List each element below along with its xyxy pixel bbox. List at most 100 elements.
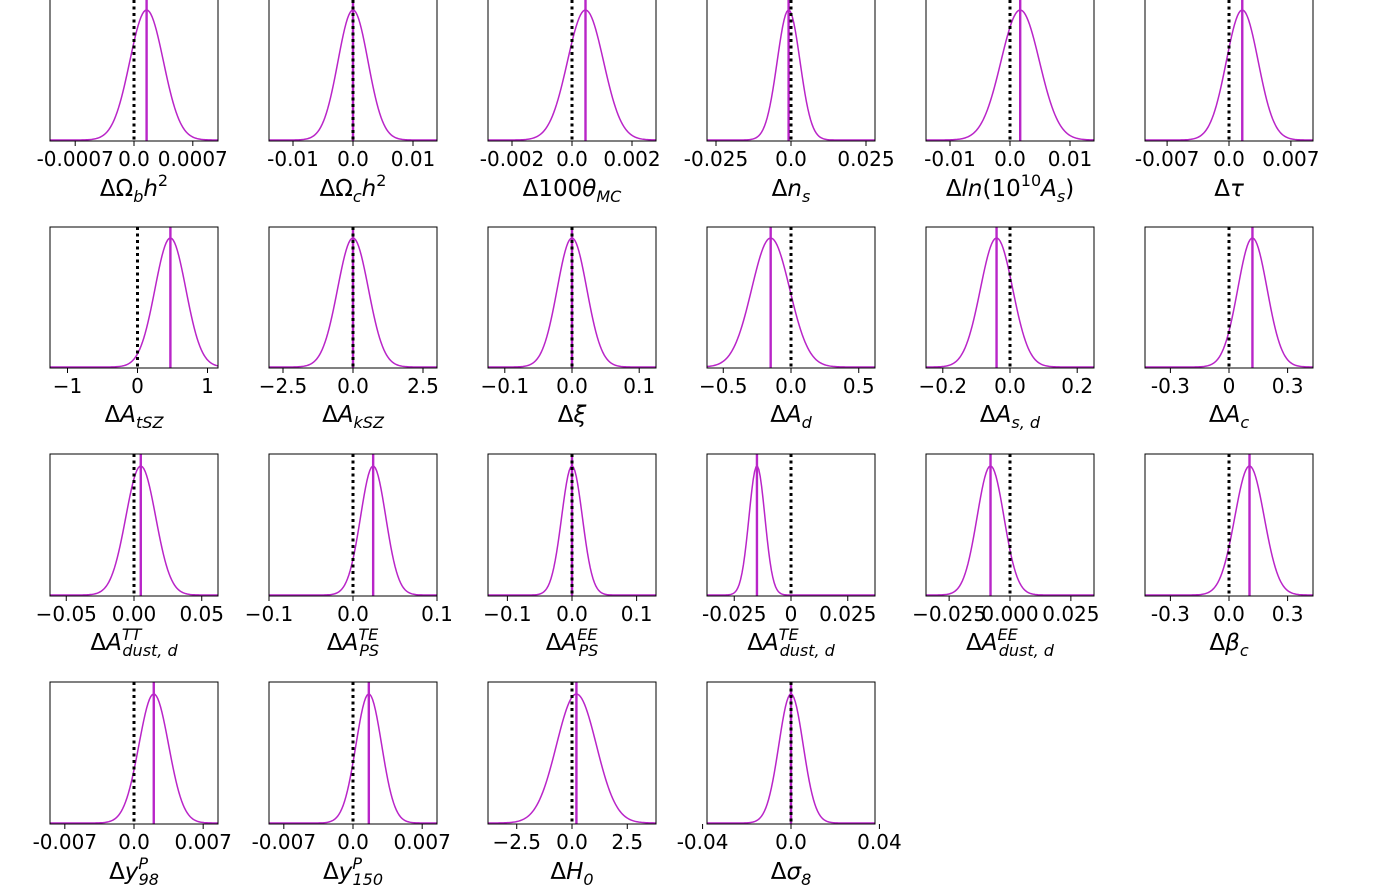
tick-label: 0 <box>785 602 798 626</box>
posterior-curve <box>488 693 656 824</box>
param-label: ΔAkSZ​ <box>322 402 385 432</box>
tick-label: 0 <box>131 374 144 398</box>
posterior-curve <box>50 9 218 141</box>
param-label: ΔAc​ <box>1209 402 1249 432</box>
param-label: Δln(1010​As​) <box>946 171 1074 206</box>
param-label: ΔΩb​h2​ <box>100 171 168 206</box>
tick-label: 0.0 <box>118 147 150 171</box>
subplot-21: −2.5 0.0 2.5 ΔH0​ <box>487 681 657 889</box>
param-label: ΔAd​ <box>770 402 812 432</box>
tick-label: −0.05 <box>36 602 97 626</box>
axes-frame <box>49 226 219 369</box>
tick-label: 0.05 <box>179 602 224 626</box>
subplot-8: −2.5 0.0 2.5 ΔAkSZ​ <box>259 226 439 432</box>
subplot-4: -0.025 0.0 0.025 Δns​ <box>684 0 895 206</box>
subplot-9: −0.1 0.0 0.1 Δξ <box>481 226 657 428</box>
param-label: Δ100θMC​ <box>523 176 623 206</box>
tick-label: −2.5 <box>259 374 308 398</box>
tick-label: 0.0 <box>994 374 1026 398</box>
tick-label: 0.3 <box>1272 602 1304 626</box>
tick-label: −0.1 <box>481 374 530 398</box>
tick-label: 0.3 <box>1272 374 1304 398</box>
tick-label: 0.000 <box>981 602 1038 626</box>
tick-label: −0.2 <box>919 374 968 398</box>
tick-label: 0.2 <box>1061 374 1093 398</box>
tick-label: -0.3 <box>1151 374 1190 398</box>
param-label: Δβc​ <box>1209 630 1248 660</box>
tick-label: -0.025 <box>702 602 766 626</box>
tick-label: 0.007 <box>175 830 232 854</box>
tick-label: 0.025 <box>819 602 876 626</box>
tick-label: -0.01 <box>267 147 319 171</box>
tick-label: 0.1 <box>621 602 653 626</box>
tick-label: 0.0 <box>1213 147 1245 171</box>
posterior-curve <box>707 237 875 368</box>
subplot-3: -0.002 0.0 0.002 Δ100θMC​ <box>480 0 661 206</box>
tick-label: -0.025 <box>684 147 748 171</box>
tick-label: 0.007 <box>1262 147 1319 171</box>
tick-label: 0 <box>1223 374 1236 398</box>
param-label: ΔH0​ <box>550 859 593 889</box>
tick-label: 0.0 <box>556 830 588 854</box>
tick-label: −0.1 <box>245 602 294 626</box>
posterior-curve <box>50 465 218 596</box>
tick-label: 0.025 <box>837 147 894 171</box>
tick-label: −0.1 <box>483 602 532 626</box>
tick-label: 0.5 <box>843 374 875 398</box>
param-label: ΔΩc​h2​ <box>320 171 387 206</box>
tick-label: -0.0007 <box>37 147 114 171</box>
tick-label: 0.04 <box>857 830 902 854</box>
param-label: Δns​ <box>772 176 811 206</box>
param-label: Δξ <box>558 402 587 428</box>
posterior-curve <box>269 693 437 824</box>
tick-label: 0.0 <box>337 602 369 626</box>
tick-label: 1 <box>201 374 214 398</box>
tick-label: 0.0 <box>337 830 369 854</box>
tick-label: 0.01 <box>391 147 436 171</box>
param-label: ΔAs, d​ <box>980 402 1041 432</box>
tick-label: −0.025 <box>912 602 986 626</box>
tick-label: 0.0 <box>337 374 369 398</box>
param-label: Δτ <box>1214 176 1244 202</box>
posterior-curve <box>488 9 656 141</box>
subplot-12: -0.3 0 0.3 ΔAc​ <box>1144 226 1314 432</box>
posterior-curve <box>926 237 1094 368</box>
posterior-curve <box>926 465 1094 596</box>
tick-label: −2.5 <box>492 830 541 854</box>
subplot-18: -0.3 0.0 0.3 Δβc​ <box>1144 453 1314 660</box>
posterior-curve <box>269 465 437 596</box>
subplot-11: −0.2 0.0 0.2 ΔAs, d​ <box>919 226 1095 432</box>
tick-label: 0.0 <box>556 602 588 626</box>
tick-label: 0.0007 <box>158 147 228 171</box>
tick-label: -0.01 <box>924 147 976 171</box>
tick-label: 0.007 <box>394 830 451 854</box>
posterior-curve <box>50 693 218 824</box>
tick-label: 0.01 <box>1048 147 1093 171</box>
posterior-curve <box>707 465 875 596</box>
subplot-22: -0.04 0.0 0.04 Δσ8​ <box>677 681 902 889</box>
tick-label: -0.007 <box>33 830 97 854</box>
tick-label: 0.0 <box>556 374 588 398</box>
param-label: Δσ8​ <box>771 859 812 889</box>
tick-label: 0.00 <box>112 602 157 626</box>
subplot-6: -0.007 0.0 0.007 Δτ <box>1135 0 1320 202</box>
tick-label: 0.0 <box>994 147 1026 171</box>
tick-label: 0.0 <box>775 830 807 854</box>
tick-label: −0.5 <box>699 374 748 398</box>
